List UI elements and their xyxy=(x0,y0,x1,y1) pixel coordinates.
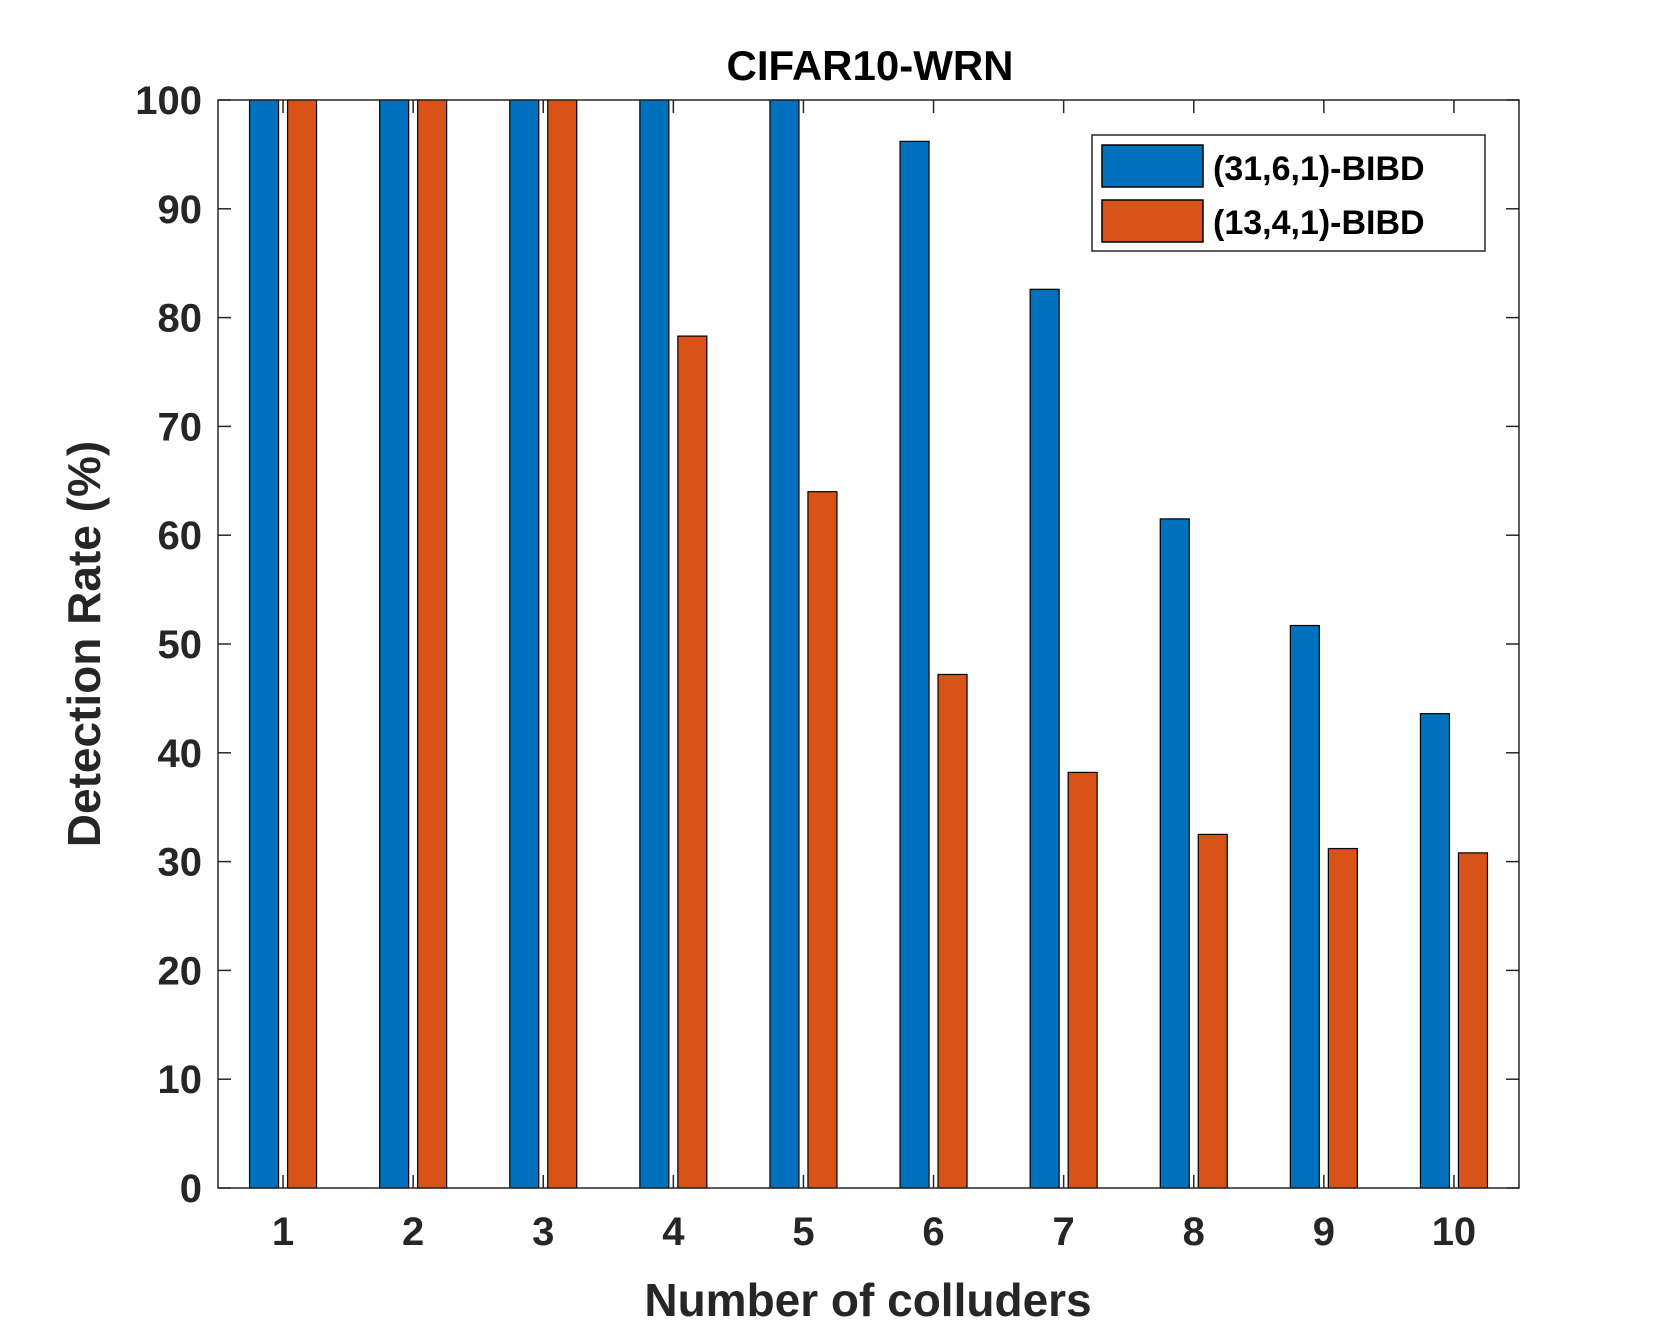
y-axis-title: Detection Rate (%) xyxy=(58,441,110,847)
bar-series-2-cat-1 xyxy=(286,99,318,1189)
y-tick-label-80: 80 xyxy=(158,297,203,341)
bar-series-2-cat-6 xyxy=(937,673,968,1189)
bar-series-2-cat-9 xyxy=(1327,847,1358,1189)
x-axis-title: Number of colluders xyxy=(644,1274,1091,1321)
x-tick-label-8: 8 xyxy=(1183,1210,1205,1254)
bar-series-1-cat-2 xyxy=(379,99,410,1189)
y-tick-label-20: 20 xyxy=(158,949,203,993)
y-tick-label-100: 100 xyxy=(135,79,202,123)
legend-label-series-1: (31,6,1)-BIBD xyxy=(1213,150,1425,188)
x-tick-label-6: 6 xyxy=(922,1210,944,1254)
legend-swatch-series-2 xyxy=(1101,199,1204,243)
x-tick-label-9: 9 xyxy=(1313,1210,1335,1254)
bar-series-1-cat-5 xyxy=(769,99,800,1189)
bar-series-1-cat-4 xyxy=(639,99,670,1189)
ticks-group xyxy=(218,99,1519,1189)
bar-series-1-cat-10 xyxy=(1419,713,1451,1189)
x-tick-label-1: 1 xyxy=(272,1210,294,1254)
y-tick-label-70: 70 xyxy=(158,405,203,449)
bar-series-1-cat-6 xyxy=(899,140,930,1189)
x-tick-label-10: 10 xyxy=(1432,1210,1477,1254)
bar-series-2-cat-10 xyxy=(1457,852,1489,1189)
bar-series-1-cat-9 xyxy=(1289,624,1320,1189)
x-tick-label-3: 3 xyxy=(532,1210,554,1254)
y-tick-label-10: 10 xyxy=(158,1058,203,1102)
chart-title: CIFAR10-WRN xyxy=(726,42,1013,89)
bar-series-2-cat-8 xyxy=(1197,833,1228,1189)
y-tick-label-90: 90 xyxy=(158,188,203,232)
x-tick-label-2: 2 xyxy=(402,1210,424,1254)
legend-swatch-series-1 xyxy=(1101,144,1204,188)
bar-series-2-cat-4 xyxy=(677,335,708,1189)
bar-series-1-cat-3 xyxy=(509,99,540,1189)
x-tick-label-7: 7 xyxy=(1053,1210,1075,1254)
x-tick-label-4: 4 xyxy=(662,1210,685,1254)
legend-label-series-2: (13,4,1)-BIBD xyxy=(1213,204,1425,242)
plot-frame xyxy=(217,99,1520,1189)
bars-group xyxy=(248,99,1489,1189)
bar-series-1-cat-8 xyxy=(1159,518,1190,1189)
x-tick-labels: 1 2 3 4 5 6 7 8 9 10 xyxy=(272,1210,1476,1254)
bar-series-1-cat-7 xyxy=(1029,288,1060,1189)
bar-series-2-cat-2 xyxy=(417,99,448,1189)
bar-series-2-cat-5 xyxy=(807,491,838,1189)
y-tick-label-50: 50 xyxy=(158,623,203,667)
y-tick-label-60: 60 xyxy=(158,514,203,558)
y-tick-label-30: 30 xyxy=(158,841,203,885)
legend: (31,6,1)-BIBD (13,4,1)-BIBD xyxy=(1091,134,1486,252)
bar-series-2-cat-3 xyxy=(547,99,578,1189)
bar-series-2-cat-7 xyxy=(1067,771,1098,1189)
bar-series-1-cat-1 xyxy=(248,99,280,1189)
x-tick-label-5: 5 xyxy=(792,1210,814,1254)
y-tick-label-40: 40 xyxy=(158,732,203,776)
y-tick-label-0: 0 xyxy=(180,1167,202,1211)
y-tick-labels: 0 10 20 30 40 50 60 70 80 90 100 xyxy=(135,79,202,1211)
